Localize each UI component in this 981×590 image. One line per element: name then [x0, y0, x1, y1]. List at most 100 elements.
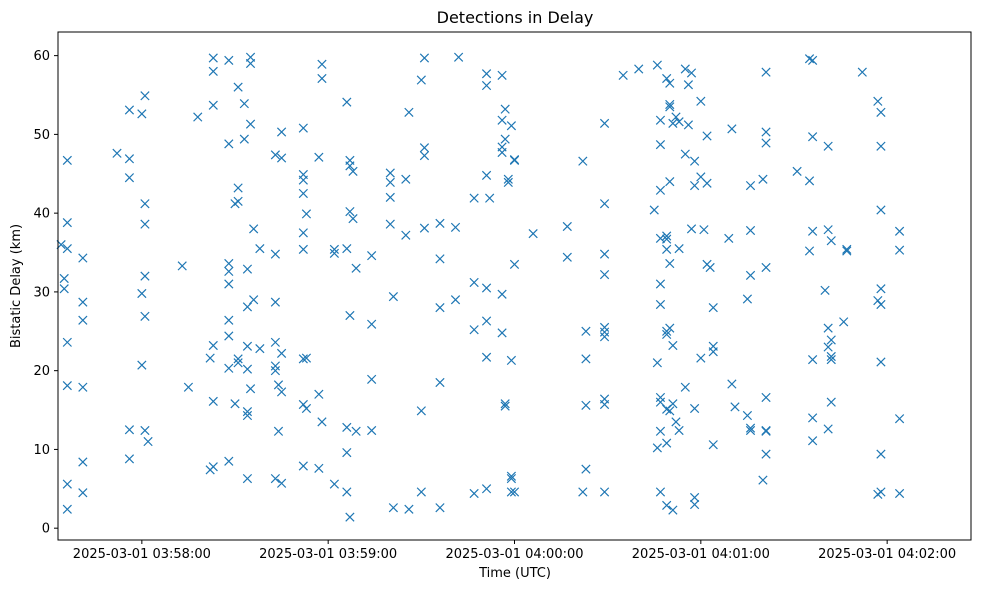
data-point: [273, 380, 284, 390]
data-point: [705, 262, 715, 273]
data-point: [497, 115, 507, 125]
data-point: [807, 226, 818, 236]
data-point: [823, 424, 833, 434]
data-point: [367, 319, 377, 329]
data-point: [655, 279, 666, 289]
data-point: [255, 343, 265, 354]
data-point: [298, 175, 308, 185]
data-point: [481, 69, 492, 79]
data-point: [599, 269, 610, 280]
data-point: [301, 353, 312, 363]
data-point: [301, 209, 312, 219]
data-point: [807, 132, 818, 142]
data-point: [348, 166, 358, 177]
data-point: [404, 504, 414, 514]
data-point: [649, 205, 659, 215]
data-point: [276, 387, 287, 397]
data-point: [761, 67, 771, 77]
data-point: [419, 151, 430, 161]
data-point: [388, 503, 399, 513]
data-point: [298, 228, 308, 238]
data-point: [807, 413, 818, 423]
data-point: [351, 426, 361, 436]
data-point: [804, 54, 815, 64]
y-tick-label: 20: [33, 364, 50, 379]
data-point: [270, 361, 281, 371]
data-point: [662, 329, 672, 340]
data-point: [245, 384, 256, 394]
data-point: [581, 354, 591, 364]
data-point: [652, 60, 662, 70]
data-point: [249, 224, 259, 234]
data-point: [342, 447, 352, 458]
data-point: [276, 153, 287, 163]
data-point: [270, 150, 281, 160]
data-point: [270, 366, 281, 376]
data-point: [62, 155, 72, 166]
data-point: [224, 258, 234, 269]
data-point: [500, 104, 510, 114]
data-point: [668, 399, 678, 409]
data-point: [242, 473, 253, 484]
y-tick-label: 50: [33, 128, 50, 143]
data-point: [450, 222, 461, 232]
data-point: [137, 360, 147, 370]
data-point: [416, 406, 426, 416]
data-point: [708, 440, 718, 450]
x-tick-label: 2025-03-01 04:00:00: [445, 547, 583, 562]
x-tick-label: 2025-03-01 03:59:00: [259, 547, 397, 562]
data-point: [745, 180, 756, 191]
data-point: [509, 487, 520, 497]
data-point: [503, 174, 513, 184]
data-point: [273, 426, 284, 436]
data-point: [894, 226, 905, 236]
data-point: [500, 399, 510, 409]
data-point: [727, 124, 737, 134]
data-point: [842, 246, 852, 256]
data-point: [329, 248, 340, 258]
data-point: [62, 337, 72, 347]
data-point: [314, 463, 324, 473]
data-point: [655, 185, 666, 195]
data-point: [140, 271, 150, 281]
data-point: [450, 295, 461, 305]
data-point: [599, 332, 610, 342]
data-point: [826, 351, 836, 362]
data-point: [665, 102, 675, 112]
data-point: [652, 443, 662, 453]
data-point: [367, 425, 377, 436]
data-point: [401, 174, 411, 184]
data-point: [876, 299, 886, 310]
data-point: [730, 402, 740, 412]
data-point: [662, 234, 672, 244]
data-point: [894, 414, 905, 424]
data-point: [758, 475, 768, 485]
data-point: [724, 233, 734, 243]
data-point: [655, 115, 666, 125]
data-point: [761, 426, 771, 436]
data-point: [873, 96, 883, 106]
data-point: [581, 464, 591, 474]
data-point: [655, 392, 666, 403]
data-point: [329, 479, 340, 489]
data-point: [823, 141, 833, 151]
data-point: [599, 399, 610, 410]
data-point: [497, 147, 507, 158]
data-point: [509, 155, 520, 166]
data-point: [481, 352, 492, 362]
data-point: [342, 97, 352, 107]
data-point: [62, 381, 72, 391]
data-point: [345, 161, 355, 171]
data-point: [506, 471, 517, 481]
data-point: [78, 315, 88, 325]
data-point: [239, 134, 249, 144]
data-point: [137, 288, 147, 299]
data-point: [481, 484, 492, 494]
x-axis-label: Time (UTC): [478, 566, 551, 581]
data-point: [224, 266, 234, 277]
data-point: [469, 277, 479, 288]
data-point: [894, 245, 905, 255]
data-point: [124, 425, 135, 435]
data-point: [416, 487, 426, 497]
